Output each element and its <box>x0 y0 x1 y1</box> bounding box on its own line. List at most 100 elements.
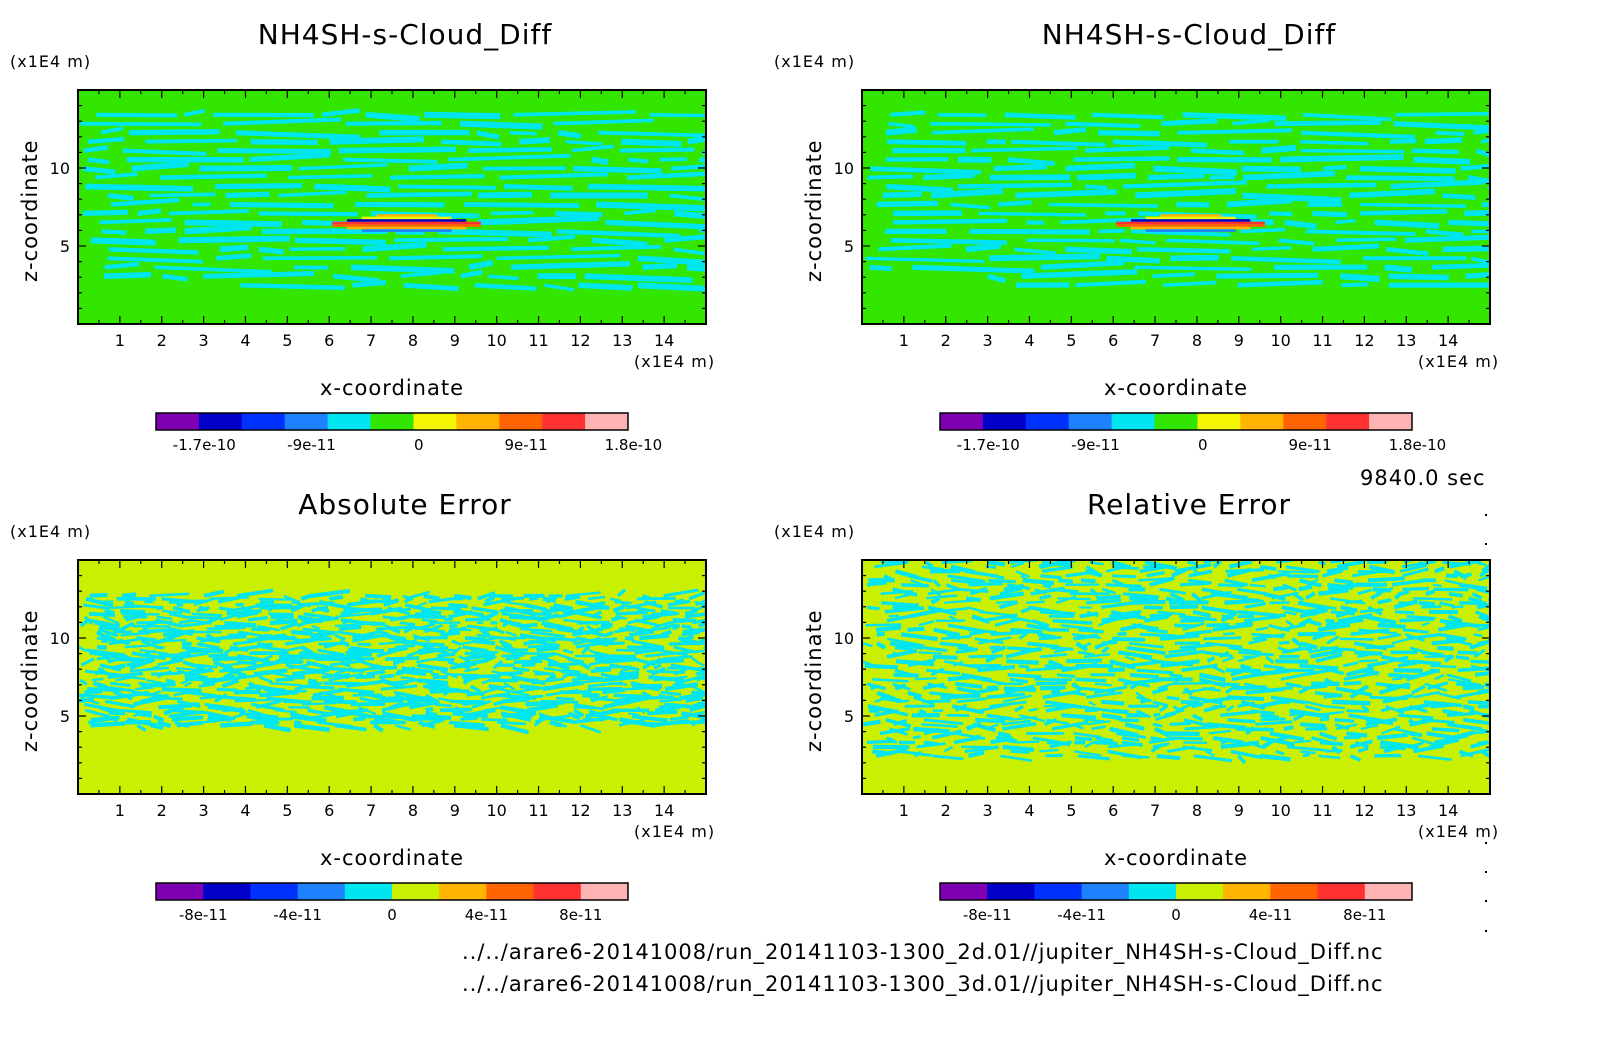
contour-segment <box>931 729 963 740</box>
contour-segment <box>1285 682 1303 689</box>
contour-segment <box>1032 736 1064 745</box>
contour-segment <box>451 639 462 646</box>
contour-segment <box>910 579 930 588</box>
contour-segment <box>1159 633 1200 641</box>
contour-segment <box>1040 259 1125 270</box>
contour-segment <box>946 632 961 641</box>
contour-segment <box>978 211 1086 217</box>
contour-segment <box>1292 592 1305 602</box>
contour-segment <box>605 641 625 646</box>
y-unit-label: (x1E4 m) <box>10 52 92 71</box>
contour-segment <box>1112 636 1146 642</box>
contour-segment <box>1094 740 1118 746</box>
contour-segment <box>1135 691 1146 700</box>
contour-segment <box>1243 560 1259 564</box>
contour-segment <box>1161 118 1218 127</box>
contour-segment <box>268 612 294 616</box>
colorbar-swatch <box>392 883 440 900</box>
x-tick-label: 2 <box>157 331 167 350</box>
contour-segment <box>1048 202 1159 208</box>
contour-segment <box>1330 610 1356 616</box>
contour-segment <box>91 677 104 682</box>
contour-segment <box>316 605 330 614</box>
contour-segment <box>152 665 160 670</box>
contour-segment <box>1226 197 1293 208</box>
x-tick-label: 12 <box>1354 331 1374 350</box>
contour-segment <box>1002 721 1037 731</box>
colorbar-swatch <box>940 413 984 430</box>
contour-segment <box>1462 685 1485 691</box>
contour-segment <box>595 651 627 662</box>
contour-segment <box>198 682 216 688</box>
contour-segment <box>1098 228 1125 234</box>
contour-segment <box>575 599 606 610</box>
contour-segment <box>343 157 438 164</box>
contour-segment <box>387 646 405 652</box>
contour-segment <box>85 708 110 718</box>
colorbar-swatch <box>284 413 329 430</box>
contour-segment <box>1110 610 1147 621</box>
contour-segment <box>1232 118 1271 126</box>
contour-segment <box>394 693 415 704</box>
contour-segment <box>392 659 405 664</box>
contour-segment <box>1391 578 1429 587</box>
contour-segment <box>122 148 207 157</box>
contour-segment <box>567 657 585 664</box>
contour-segment <box>1477 704 1490 709</box>
contour-segment <box>1325 705 1346 710</box>
contour-segment <box>609 597 621 603</box>
contour-segment <box>372 723 384 733</box>
contour-segment <box>1206 722 1246 730</box>
contour-segment <box>950 202 991 210</box>
contour-segment <box>1361 705 1369 711</box>
x-axis-label: x-coordinate <box>1103 376 1248 400</box>
contour-segment <box>698 621 706 628</box>
contour-segment <box>104 699 135 709</box>
contour-segment <box>684 612 706 619</box>
contour-segment <box>872 749 892 756</box>
contour-segment <box>584 273 693 284</box>
contour-segment <box>98 627 119 638</box>
contour-segment <box>1013 247 1056 255</box>
contour-segment <box>1124 722 1145 731</box>
contour-segment <box>989 253 1101 262</box>
contour-segment <box>865 256 985 264</box>
contour-segment <box>1065 121 1141 129</box>
contour-segment <box>563 618 599 626</box>
contour-segment <box>1442 193 1476 200</box>
contour-segment <box>1349 188 1436 199</box>
contour-segment <box>1429 668 1440 674</box>
contour-segment <box>1238 650 1275 657</box>
contour-segment <box>977 664 1015 673</box>
x-tick-label: 11 <box>1312 331 1332 350</box>
colorbar-label: 8e-11 <box>1343 906 1386 924</box>
contour-segment <box>505 656 520 661</box>
contour-segment <box>82 209 129 216</box>
contour-segment <box>1424 655 1452 658</box>
contour-segment <box>618 717 656 728</box>
contour-segment <box>161 597 194 604</box>
contour-segment <box>393 690 425 701</box>
contour-segment <box>1340 605 1356 613</box>
contour-segment <box>425 711 438 718</box>
contour-segment <box>321 108 361 118</box>
colorbar-label: 8e-11 <box>559 906 602 924</box>
x-unit-label: (x1E4 m) <box>1418 822 1500 841</box>
contour-segment <box>329 136 425 145</box>
contour-segment <box>519 633 557 643</box>
contour-segment <box>1026 667 1056 672</box>
contour-segment <box>1402 567 1429 578</box>
contour-segment <box>396 669 427 676</box>
contour-segment <box>1327 582 1354 590</box>
x-tick-label: 8 <box>1192 801 1202 820</box>
contour-segment <box>124 644 150 649</box>
contour-segment <box>181 615 220 620</box>
contour-segment <box>387 606 411 616</box>
contour-segment <box>961 672 992 683</box>
contour-segment <box>184 681 192 688</box>
contour-segment <box>660 690 682 696</box>
contour-segment <box>1344 735 1361 740</box>
contour-segment <box>131 160 190 172</box>
contour-segment <box>365 111 420 122</box>
contour-segment <box>136 723 147 732</box>
